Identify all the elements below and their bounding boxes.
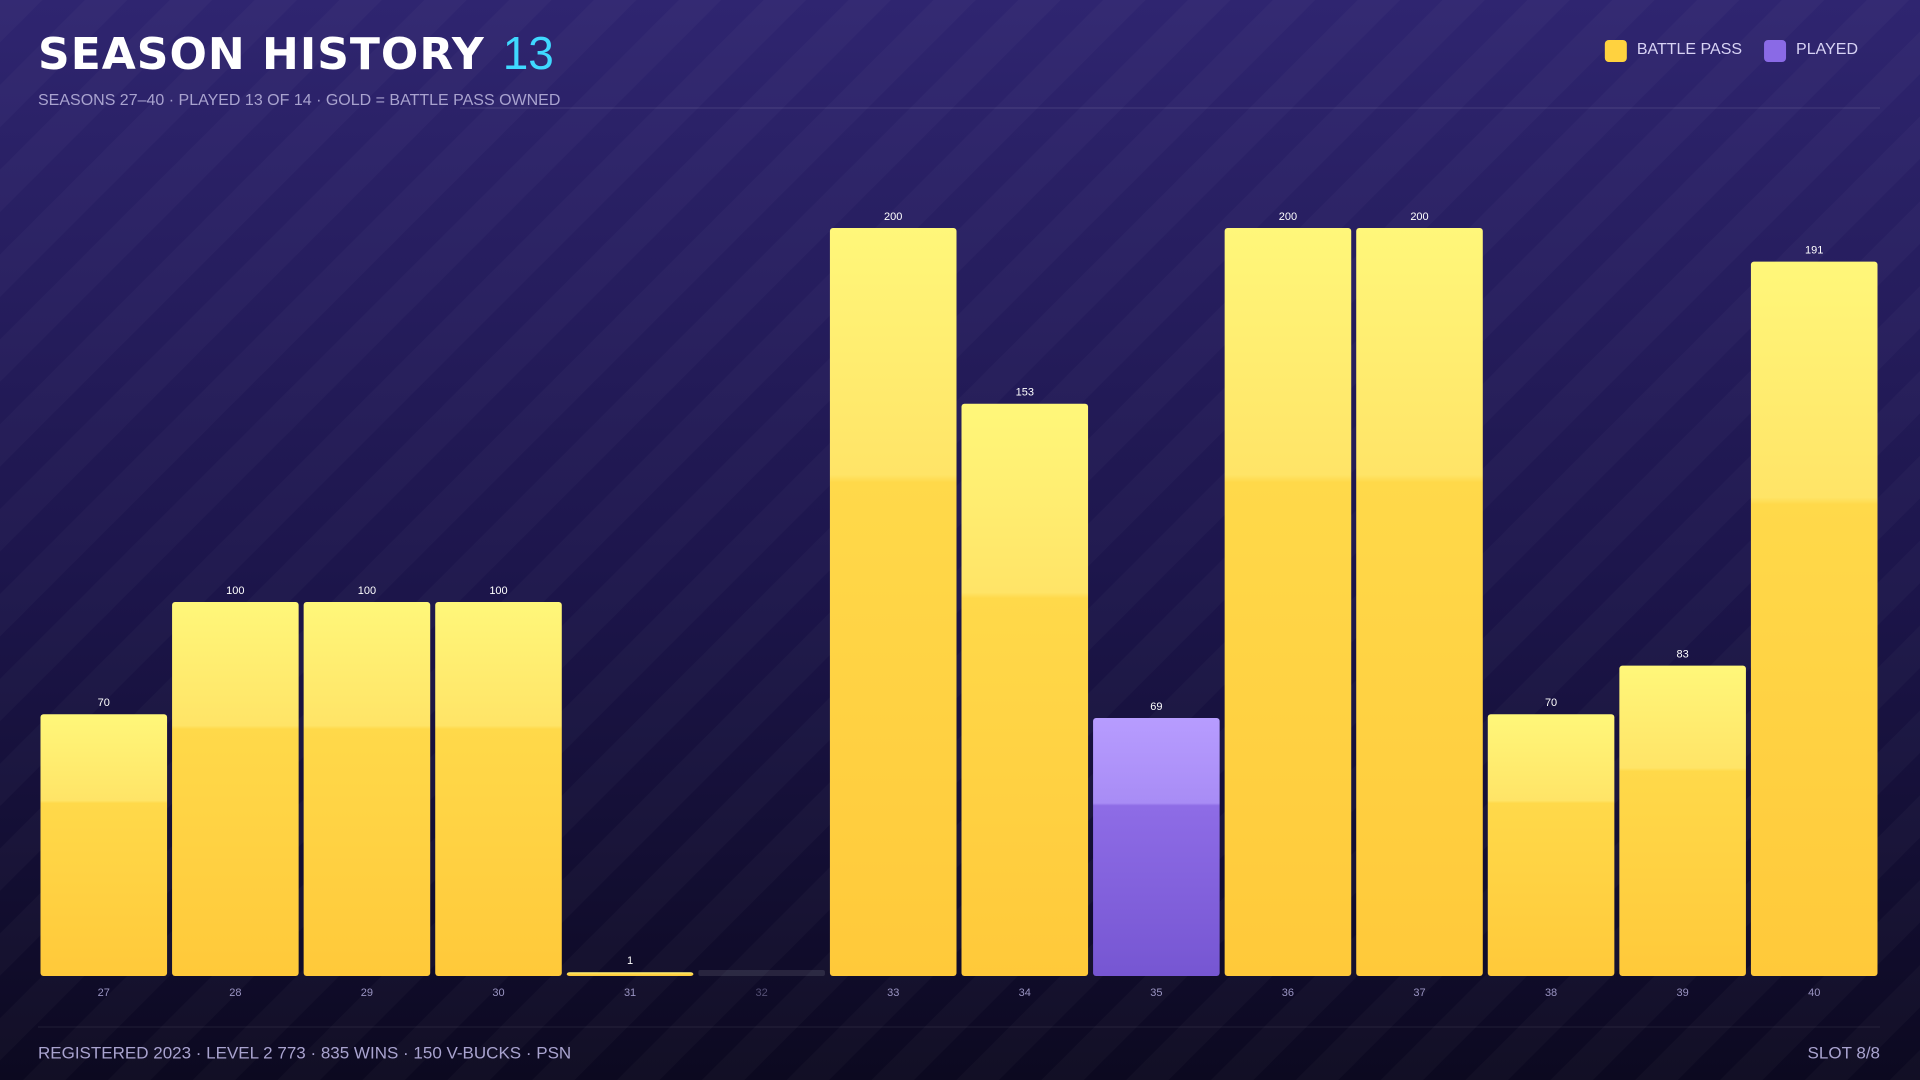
value-label: 70 (98, 697, 110, 709)
value-label: 191 (1805, 245, 1823, 257)
value-label: 200 (1410, 211, 1428, 223)
x-tick-label: 32 (756, 987, 768, 999)
title-count: 13 (503, 27, 554, 79)
value-label: 100 (489, 585, 507, 597)
footer-stats: REGISTERED 2023 · LEVEL 2 773 · 835 WINS… (38, 1043, 571, 1062)
legend-label: PLAYED (1796, 41, 1858, 58)
bar (1224, 228, 1352, 976)
x-tick-label: 35 (1150, 987, 1162, 999)
value-label: 100 (226, 585, 244, 597)
legend: PLAYED BATTLE PASS (1604, 40, 1858, 62)
value-label: 200 (1279, 211, 1297, 223)
value-label: 83 (1677, 648, 1689, 660)
bar (1487, 714, 1615, 976)
x-tick-label: 29 (361, 987, 373, 999)
empty-slot (698, 970, 825, 976)
bar (1356, 228, 1483, 976)
x-tick-label: 27 (98, 987, 110, 999)
x-tick-label: 28 (229, 987, 241, 999)
bar (1093, 717, 1220, 976)
value-label: 1 (627, 955, 633, 967)
bar (1619, 665, 1746, 976)
legend-swatch (1764, 40, 1787, 62)
bar (172, 602, 299, 976)
x-tick-label: 30 (492, 987, 504, 999)
bar (435, 602, 562, 976)
value-label: 70 (1545, 697, 1557, 709)
legend-label: BATTLE PASS (1637, 41, 1742, 58)
bar (303, 602, 431, 976)
x-tick-label: 31 (624, 987, 636, 999)
subtitle: SEASONS 27–40 · PLAYED 13 OF 14 · GOLD =… (38, 92, 560, 109)
x-tick-label: 33 (887, 987, 899, 999)
bar (40, 714, 168, 976)
value-label: 153 (1016, 387, 1034, 399)
bar (829, 228, 957, 976)
value-label: 69 (1150, 701, 1162, 713)
x-tick-label: 38 (1545, 987, 1557, 999)
legend-swatch (1604, 40, 1627, 62)
slot: SLOT 8/8 (1808, 1043, 1880, 1062)
value-label: 200 (884, 211, 902, 223)
bar (1750, 261, 1878, 976)
value-label: 100 (358, 585, 376, 597)
title: SEASON HISTORY (38, 29, 485, 80)
x-tick-label: 39 (1677, 987, 1689, 999)
x-tick-label: 37 (1413, 987, 1425, 999)
x-tick-label: 34 (1019, 987, 1031, 999)
x-tick-label: 40 (1808, 987, 1820, 999)
bar (566, 972, 694, 976)
x-tick-label: 36 (1282, 987, 1294, 999)
bar (961, 403, 1089, 976)
